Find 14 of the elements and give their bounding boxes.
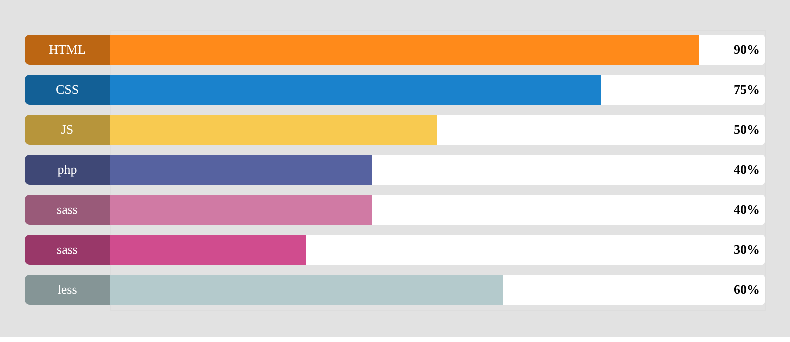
data-label: 75% xyxy=(734,82,760,97)
y-tick-label: HTML xyxy=(49,42,86,57)
y-tick-label: CSS xyxy=(56,82,80,97)
y-tick-label: JS xyxy=(61,122,74,137)
data-label: 60% xyxy=(734,282,760,297)
data-label: 90% xyxy=(734,42,760,57)
data-label: 50% xyxy=(734,122,760,137)
y-tick-label: sass xyxy=(57,242,78,257)
data-label: 30% xyxy=(734,242,760,257)
data-label: 40% xyxy=(734,162,760,177)
y-tick-label: sass xyxy=(57,202,78,217)
data-label: 40% xyxy=(734,202,760,217)
y-tick-label: less xyxy=(58,282,78,297)
y-tick-label: php xyxy=(58,162,78,177)
